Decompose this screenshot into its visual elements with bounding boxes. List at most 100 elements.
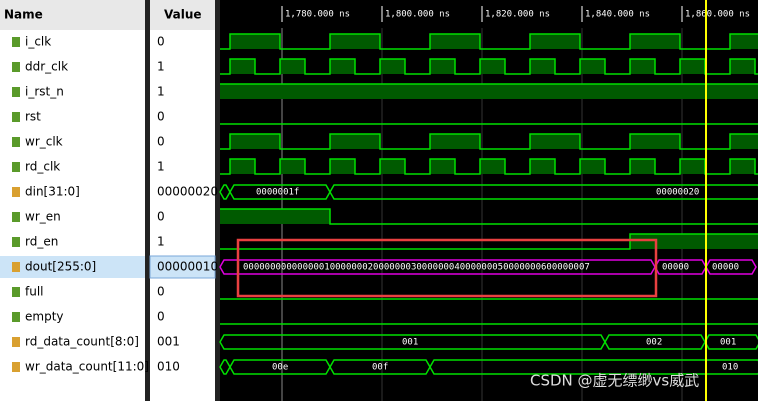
signal-name[interactable]: empty (25, 310, 64, 324)
wave-line (220, 208, 758, 225)
wave-high (580, 159, 605, 174)
watermark: CSDN @虚无缥缈vs威武 (530, 372, 699, 390)
wave-high (330, 159, 355, 174)
wave-high (530, 59, 555, 74)
bus-label: 0000001f (256, 188, 299, 198)
wave-high (630, 134, 680, 149)
wave-high (630, 234, 758, 249)
signal-icon (12, 137, 20, 147)
signal-icon (12, 162, 20, 172)
signal-value: 001 (157, 335, 180, 349)
highlight-box (236, 238, 658, 298)
signal-icon (12, 362, 20, 372)
signal-value: 0 (157, 110, 165, 124)
wave-high (330, 34, 380, 49)
wave-high (530, 159, 555, 174)
wave-high (380, 159, 405, 174)
signal-name[interactable]: rd_en (25, 235, 58, 249)
splitter (145, 0, 150, 401)
wave-high (430, 34, 480, 49)
wave-high (430, 134, 480, 149)
signal-icon (12, 337, 20, 347)
splitter (215, 0, 220, 401)
wave-high (530, 134, 580, 149)
selected-value (149, 255, 216, 279)
wave-line (220, 233, 758, 250)
signal-name[interactable]: i_clk (25, 35, 51, 49)
signal-value: 0 (157, 310, 165, 324)
signal-value: 00000010 (157, 260, 218, 274)
signal-name[interactable]: din[31:0] (25, 185, 80, 199)
signal-name[interactable]: ddr_clk (25, 60, 68, 74)
wave-high (730, 159, 755, 174)
signal-icon (12, 187, 20, 197)
bus-segment (705, 259, 757, 275)
signal-value: 00000020 (157, 185, 218, 199)
wave-high (730, 134, 758, 149)
signal-icon (12, 262, 20, 272)
wave-line (220, 158, 758, 175)
signal-value: 0 (157, 210, 165, 224)
bus-label: 002 (646, 338, 662, 348)
signal-value: 1 (157, 85, 165, 99)
wave-line (220, 58, 758, 75)
time-label: 1,820.000 ns (485, 10, 550, 20)
time-label: 1,840.000 ns (585, 10, 650, 20)
bus-label: 001 (720, 338, 736, 348)
signal-icon (12, 287, 20, 297)
signal-name[interactable]: rd_clk (25, 160, 60, 174)
bus-label: 010 (722, 363, 738, 373)
signal-name[interactable]: full (25, 285, 44, 299)
time-label: 1,860.000 ns (685, 10, 750, 20)
signal-name[interactable]: wr_en (25, 210, 61, 224)
wave-high (330, 59, 355, 74)
wave-high (630, 159, 655, 174)
signal-icon (12, 312, 20, 322)
wave-high (330, 134, 380, 149)
signal-name[interactable]: rst (25, 110, 41, 124)
signal-value: 0 (157, 35, 165, 49)
bus-label: 001 (402, 338, 418, 348)
wave-high (220, 209, 330, 224)
wave-high (220, 84, 758, 99)
signal-name[interactable]: wr_data_count[11:0] (25, 360, 149, 374)
signal-name[interactable]: dout[255:0] (25, 260, 96, 274)
wave-high (230, 34, 280, 49)
signal-name[interactable]: rd_data_count[8:0] (25, 335, 139, 349)
signal-icon (12, 112, 20, 122)
bus-label: 00f (372, 363, 388, 373)
wave-high (230, 59, 255, 74)
wave-high (480, 59, 505, 74)
signal-value: 0 (157, 285, 165, 299)
time-label: 1,800.000 ns (385, 10, 450, 20)
wave-high (430, 159, 455, 174)
time-label: 1,780.000 ns (285, 10, 350, 20)
wave-high (630, 59, 655, 74)
signal-icon (12, 37, 20, 47)
signal-icon (12, 212, 20, 222)
signal-value: 1 (157, 160, 165, 174)
signal-value: 1 (157, 235, 165, 249)
wave-high (430, 59, 455, 74)
wave-line (220, 33, 758, 50)
wave-high (280, 159, 305, 174)
signal-icon (12, 237, 20, 247)
bus-label: 00000 (662, 263, 689, 273)
signal-name[interactable]: wr_clk (25, 135, 63, 149)
bus-label: 00e (272, 363, 288, 373)
wave-high (630, 34, 680, 49)
name-header[interactable]: Name (4, 8, 43, 22)
signal-value: 1 (157, 60, 165, 74)
value-header[interactable]: Value (164, 8, 202, 22)
wave-line (220, 133, 758, 150)
bus-label: 0000000000000001000000020000000300000004… (243, 263, 590, 273)
bus-segment (329, 184, 758, 200)
wave-high (730, 34, 758, 49)
signal-name[interactable]: i_rst_n (25, 85, 64, 99)
bus-segment (429, 359, 758, 375)
wave-high (480, 159, 505, 174)
name-header-bg (0, 0, 145, 30)
bus-segment (704, 334, 758, 350)
selected-row (0, 256, 145, 278)
wave-high (580, 59, 605, 74)
